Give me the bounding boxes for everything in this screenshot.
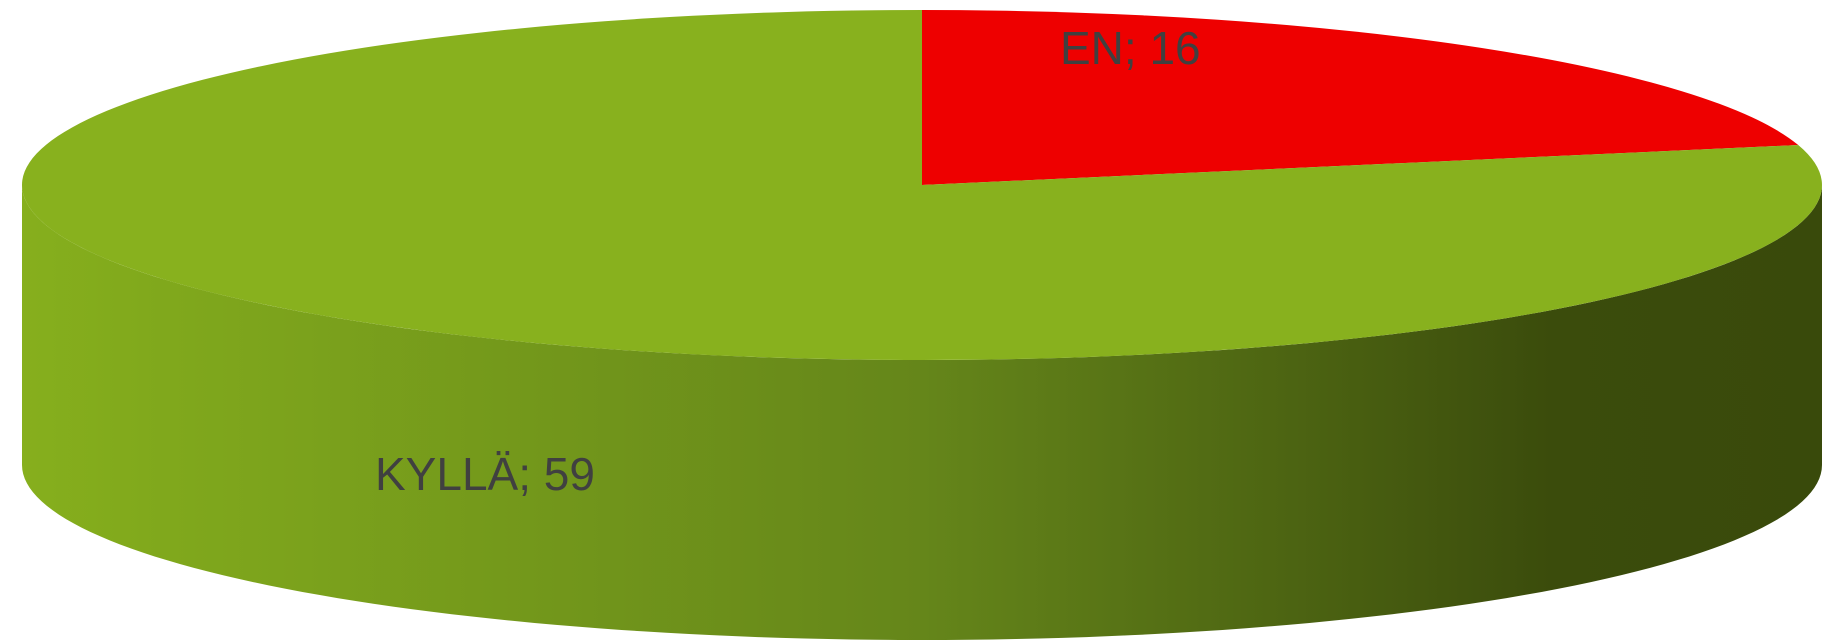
- pie-side-wall: [22, 185, 1822, 640]
- pie-slice-kyll-: [21, 10, 1822, 360]
- data-label-kylla: KYLLÄ; 59: [375, 448, 595, 500]
- data-label-en: EN; 16: [1060, 22, 1201, 74]
- pie-slice-en: [922, 10, 1799, 185]
